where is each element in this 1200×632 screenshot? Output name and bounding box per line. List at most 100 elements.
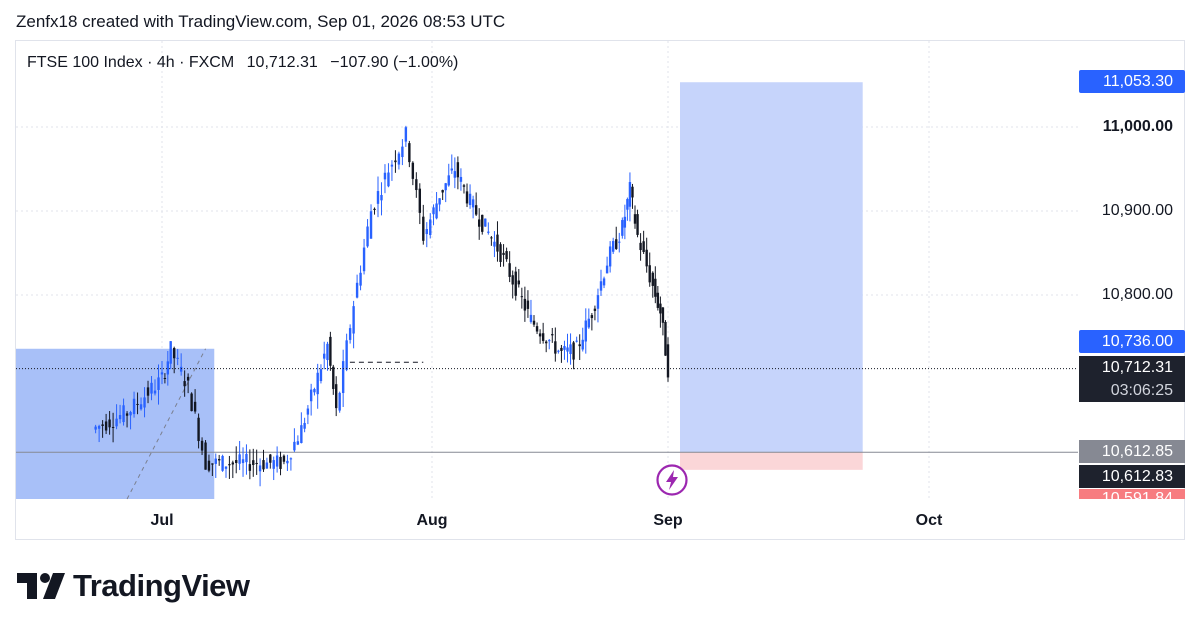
candle-body bbox=[618, 241, 621, 243]
target-zone[interactable] bbox=[680, 82, 863, 453]
candle-body bbox=[235, 460, 238, 464]
stop-price-label: 10,612.83 bbox=[1079, 465, 1185, 488]
candle-body bbox=[666, 344, 670, 378]
candle-body bbox=[529, 314, 533, 322]
candle-body bbox=[334, 384, 338, 409]
candle-body bbox=[373, 208, 376, 211]
candle-body bbox=[422, 216, 425, 241]
candle-body bbox=[143, 397, 146, 408]
target-price-label: 11,053.30 bbox=[1079, 70, 1185, 93]
candle-body bbox=[462, 185, 466, 187]
candle-body bbox=[404, 127, 408, 142]
last-price-label: 10,712.31 bbox=[1079, 356, 1185, 379]
candle-body bbox=[345, 340, 348, 370]
candle-body bbox=[408, 143, 411, 163]
candle-body bbox=[296, 441, 300, 445]
chart-frame[interactable] bbox=[15, 40, 1185, 540]
candle-body bbox=[608, 246, 612, 267]
candle-body bbox=[359, 272, 362, 286]
candle-body bbox=[282, 455, 286, 462]
candle-body bbox=[197, 417, 200, 442]
candle-body bbox=[200, 440, 204, 451]
candle-body bbox=[459, 176, 463, 182]
candle-body bbox=[132, 398, 136, 415]
candle-body bbox=[429, 219, 432, 236]
candle-body bbox=[289, 458, 293, 460]
candle-body bbox=[502, 252, 505, 255]
candle-body bbox=[435, 203, 438, 219]
candle-body bbox=[255, 462, 258, 465]
candle-body bbox=[362, 247, 366, 272]
candle-body bbox=[541, 333, 545, 341]
candle-body bbox=[94, 426, 97, 430]
candle-body bbox=[390, 164, 394, 167]
candle-body bbox=[326, 343, 329, 361]
candle-body bbox=[584, 320, 587, 342]
candle-body bbox=[605, 265, 609, 274]
candle-body bbox=[176, 357, 179, 359]
symbol-title[interactable]: FTSE 100 Index · 4h · FXCM bbox=[27, 54, 235, 71]
candle-body bbox=[596, 295, 600, 309]
candle-body bbox=[450, 168, 453, 171]
candle-body bbox=[101, 424, 104, 427]
price-tick-10800: 10,800.00 bbox=[1101, 286, 1173, 303]
candle-body bbox=[575, 340, 578, 342]
candle-body bbox=[572, 342, 575, 360]
candle-body bbox=[432, 207, 435, 215]
legend-price: 10,712.31 bbox=[246, 54, 318, 71]
candle-body bbox=[272, 460, 275, 469]
candle-body bbox=[309, 389, 313, 402]
candle-body bbox=[587, 318, 591, 328]
candle-body bbox=[163, 377, 167, 379]
candle-body bbox=[447, 175, 450, 186]
time-tick-jul: Jul bbox=[150, 512, 174, 529]
tradingview-logo[interactable]: TradingView bbox=[17, 568, 250, 604]
candle-body bbox=[590, 315, 594, 319]
candle-body bbox=[621, 220, 624, 236]
candle-body bbox=[125, 413, 129, 416]
candle-body bbox=[118, 415, 122, 420]
candle-body bbox=[166, 361, 170, 375]
candle-body bbox=[329, 336, 332, 366]
candle-body bbox=[487, 231, 490, 233]
candle-body bbox=[514, 271, 517, 296]
candle-body bbox=[115, 418, 118, 427]
candle-body bbox=[306, 408, 310, 415]
candle-body bbox=[554, 341, 557, 354]
stop-zone[interactable] bbox=[680, 452, 863, 470]
candle-body bbox=[493, 241, 496, 247]
candle-body bbox=[645, 249, 648, 267]
lightning-bolt-icon[interactable] bbox=[656, 464, 688, 496]
candle-body bbox=[566, 347, 569, 352]
candle-body bbox=[319, 369, 323, 382]
candle-body bbox=[207, 460, 211, 471]
candle-body bbox=[275, 455, 279, 467]
candle-body bbox=[415, 179, 418, 191]
candle-body bbox=[656, 292, 660, 308]
time-tick-aug: Aug bbox=[416, 512, 448, 529]
candle-body bbox=[557, 350, 560, 352]
candle-body bbox=[471, 199, 475, 208]
candle-body bbox=[623, 216, 627, 228]
candle-body bbox=[376, 191, 380, 204]
candle-body bbox=[348, 328, 352, 340]
attribution-header: Zenfx18 created with TradingView.com, Se… bbox=[16, 12, 506, 31]
candle-body bbox=[444, 183, 447, 191]
candle-body bbox=[193, 401, 197, 412]
candle-body bbox=[183, 381, 186, 387]
candle-body bbox=[631, 186, 634, 198]
bar-countdown-label: 03:06:25 bbox=[1079, 379, 1185, 402]
candle-body bbox=[204, 442, 207, 470]
candle-body bbox=[526, 300, 530, 309]
candle-body bbox=[648, 265, 651, 283]
candle-body bbox=[262, 460, 265, 470]
candle-body bbox=[139, 404, 143, 410]
candle-body bbox=[286, 460, 289, 464]
candle-body bbox=[593, 308, 597, 311]
entry-marker-label: 10,736.00 bbox=[1079, 330, 1185, 353]
candle-body bbox=[160, 372, 164, 375]
candle-body bbox=[221, 455, 224, 471]
candle-body bbox=[341, 361, 345, 394]
candle-body bbox=[523, 298, 527, 311]
